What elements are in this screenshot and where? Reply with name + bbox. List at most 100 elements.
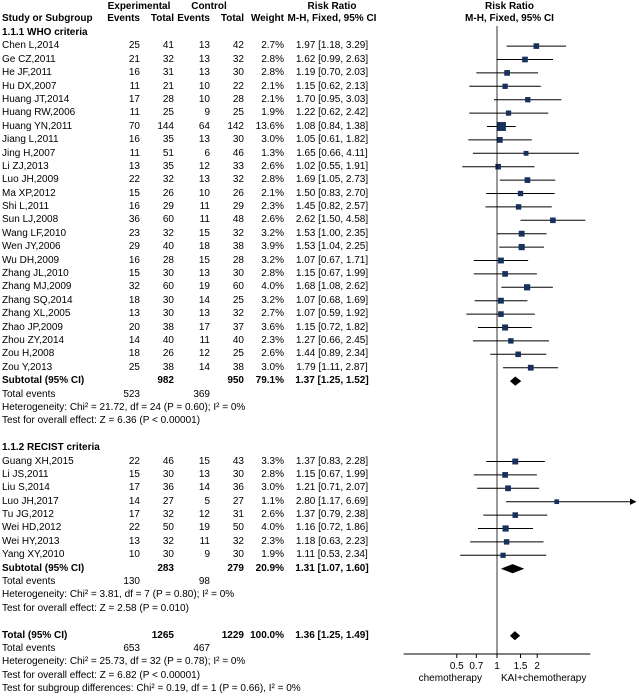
study-label: Wen JY,2006	[2, 241, 61, 253]
study-label: Zou H,2008	[2, 348, 55, 360]
study-label: Wei HD,2012	[2, 522, 62, 534]
experimental-total: 46	[162, 455, 174, 467]
study-label: Luo JH,2009	[2, 174, 59, 186]
control-total: 36	[232, 482, 244, 494]
control-events: 19	[198, 522, 210, 534]
experimental-events: 14	[128, 495, 140, 507]
control-events: 10	[198, 93, 210, 105]
study-label: Wang LF,2010	[2, 227, 67, 239]
risk-ratio-ci: 1.02 [0.55, 1.91]	[295, 160, 369, 172]
experimental-events: 11	[129, 107, 140, 119]
control-total: 29	[232, 201, 244, 213]
subgroup-title: 1.1.1 WHO criteria	[2, 27, 88, 38]
study-row: Zhang JL,2010 15 30 13 30 2.8% 1.15 [0.67, 1.9…	[0, 267, 639, 280]
header-risk-ratio-plot: Risk Ratio	[485, 1, 534, 12]
experimental-total: 38	[162, 321, 174, 333]
weight: 3.2%	[261, 227, 284, 239]
control-events: 15	[198, 254, 210, 266]
experimental-events: 20	[128, 321, 140, 333]
weight: 2.6%	[261, 509, 284, 521]
experimental-total: 31	[162, 67, 174, 79]
risk-ratio-ci: 1.07 [0.67, 1.71]	[295, 254, 369, 266]
control-events: 13	[198, 468, 210, 480]
study-row: Luo JH,2017 14 27 5 27 1.1% 2.80 [1.17, 6.69]	[0, 495, 639, 508]
control-total: 32	[232, 174, 244, 186]
control-total: 30	[232, 549, 244, 561]
control-events: 12	[198, 160, 210, 172]
blank-row	[0, 615, 639, 628]
header-exp-events: Events	[107, 13, 140, 24]
experimental-events: 14	[128, 334, 140, 346]
weight: 3.2%	[261, 254, 284, 266]
study-label: Zhang SQ,2014	[2, 294, 73, 306]
control-total: 40	[232, 334, 244, 346]
control-events: 11	[199, 334, 210, 346]
weight: 3.3%	[261, 455, 284, 467]
control-total: 32	[232, 227, 244, 239]
study-label: Total (95% CI)	[2, 629, 68, 641]
study-label: Yang XY,2010	[2, 549, 65, 561]
subtotal-row: Subtotal (95% CI) 982 950 79.1% 1.37 [1.25, …	[0, 374, 639, 387]
experimental-total	[140, 642, 174, 655]
study-label: Li JS,2011	[2, 468, 49, 480]
control-total: 950	[227, 375, 244, 387]
risk-ratio-ci: 1.05 [0.61, 1.82]	[295, 134, 369, 146]
control-events: 13	[198, 268, 210, 280]
experimental-total: 30	[162, 294, 174, 306]
experimental-total: 32	[162, 535, 174, 547]
risk-ratio-ci: 1.15 [0.72, 1.82]	[295, 321, 369, 333]
study-label: Zhou ZY,2014	[2, 334, 65, 346]
study-row: Hu DX,2007 11 21 10 22 2.1% 1.15 [0.62, 2.13]	[0, 80, 639, 93]
experimental-total: 32	[162, 53, 174, 65]
study-row: Zou Y,2013 25 38 14 38 3.0% 1.79 [1.11, 2.87]	[0, 361, 639, 374]
control-events: 9	[204, 549, 210, 561]
study-label: Huang RW,2006	[2, 107, 76, 119]
note-text: Test for overall effect: Z = 2.58 (P = 0…	[2, 602, 189, 614]
risk-ratio-ci: 1.53 [1.04, 2.25]	[295, 241, 369, 253]
experimental-total: 28	[162, 254, 174, 266]
study-row: Zhang MJ,2009 32 60 19 60 4.0% 1.68 [1.08, 2.6…	[0, 280, 639, 293]
study-row: Huang YN,2011 70 144 64 142 13.6% 1.08 [0.84, …	[0, 120, 639, 133]
risk-ratio-ci: 1.15 [0.62, 2.13]	[295, 80, 369, 92]
note-text: Test for overall effect: Z = 6.36 (P < 0…	[2, 415, 201, 427]
control-total: 142	[227, 120, 244, 132]
control-total: 50	[232, 522, 244, 534]
control-total: 42	[232, 40, 244, 52]
experimental-events: 17	[128, 509, 140, 521]
control-total: 26	[232, 187, 244, 199]
study-row: Wang LF,2010 23 32 15 32 3.2% 1.53 [1.00, 2.35…	[0, 227, 639, 240]
weight: 20.9%	[255, 562, 284, 574]
risk-ratio-ci: 1.50 [0.83, 2.70]	[295, 187, 369, 199]
control-events: 19	[198, 281, 210, 293]
experimental-events: 22	[128, 522, 140, 534]
study-label: Wei HY,2013	[2, 535, 60, 547]
subgroup-title: 1.1.2 RECIST criteria	[2, 442, 100, 454]
control-total: 48	[232, 214, 244, 226]
experimental-events	[104, 629, 140, 642]
control-events: 17	[198, 321, 210, 333]
study-row: Guang XH,2015 22 46 15 43 3.3% 1.37 [0.83, 2.2…	[0, 455, 639, 468]
experimental-events: 653	[123, 642, 140, 654]
experimental-events: 16	[128, 201, 140, 213]
weight: 4.0%	[261, 522, 284, 534]
study-label: Sun LJ,2008	[2, 214, 59, 226]
control-events: 11	[199, 214, 210, 226]
control-events: 9	[204, 107, 210, 119]
note-row: Heterogeneity: Chi² = 3.81, df = 7 (P = …	[0, 588, 639, 601]
experimental-events: 15	[128, 268, 140, 280]
experimental-total: 30	[162, 549, 174, 561]
study-row: Jiang L,2011 16 35 13 30 3.0% 1.05 [0.61, 1.82…	[0, 133, 639, 146]
experimental-total: 41	[162, 40, 174, 52]
note-text: Heterogeneity: Chi² = 25.73, df = 32 (P …	[2, 656, 246, 668]
header-mh-fixed-plot: M-H, Fixed, 95% CI	[465, 13, 554, 24]
risk-ratio-ci: 1.18 [0.63, 2.23]	[295, 535, 369, 547]
experimental-events: 15	[128, 468, 140, 480]
control-total: 22	[232, 80, 244, 92]
risk-ratio-ci	[284, 642, 380, 655]
weight: 2.6%	[261, 214, 284, 226]
study-label: Jiang L,2011	[2, 134, 59, 146]
experimental-total: 51	[162, 147, 174, 159]
experimental-events: 10	[128, 549, 140, 561]
study-label: Ma XP,2012	[2, 187, 56, 199]
